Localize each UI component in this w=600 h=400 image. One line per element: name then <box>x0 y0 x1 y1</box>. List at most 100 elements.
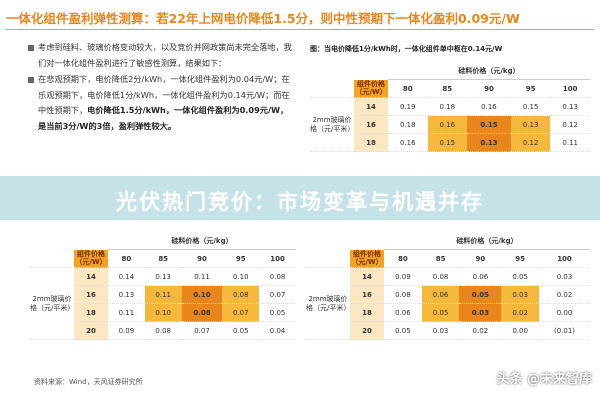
row-label: 14 <box>74 267 108 286</box>
blank <box>350 232 384 250</box>
cell: 0.11 <box>181 267 223 286</box>
column-row: 组件价格（元/W） 80 85 90 95 100 <box>310 79 590 98</box>
cell: 0.02 <box>459 321 502 340</box>
row-label: 18 <box>350 303 384 322</box>
cell: 0.05 <box>501 267 540 286</box>
column-label: 90 <box>181 249 223 268</box>
row-group-label: 2mm玻璃价格（元/平米） <box>306 267 350 340</box>
cell: 0.18 <box>427 97 468 116</box>
cell: 0.11 <box>144 285 182 304</box>
cell: 0.15 <box>510 97 551 116</box>
corner: 组件价格（元/W） <box>74 249 108 268</box>
blank <box>30 232 74 250</box>
cell: 0.05 <box>222 321 260 340</box>
cell: (0.01) <box>539 321 590 340</box>
cell: 0.18 <box>388 115 428 134</box>
row-label: 16 <box>350 285 384 304</box>
cell: 0.13 <box>510 115 551 134</box>
column-label: 90 <box>467 79 511 98</box>
cell: 0.06 <box>421 285 460 304</box>
col-group-header: 硅料价格（元/kg） <box>388 62 590 80</box>
blank <box>354 62 388 80</box>
sensitivity-table: 硅料价格（元/kg） 组件价格（元/W） 80 85 90 95 100 2mm玻璃价格（元/… <box>310 62 590 152</box>
data-row: 2mm玻璃价格（元/平米） 14 0.14 0.13 0.11 0.10 0.08 <box>30 267 296 340</box>
column-label: 95 <box>222 249 260 268</box>
cell: 0.03 <box>539 267 590 286</box>
blank <box>74 232 108 250</box>
row-group-label: 2mm玻璃价格（元/平米） <box>310 97 354 152</box>
cell: 0.05 <box>384 321 422 340</box>
slide-title: 一体化组件盈利弹性测算：若22年上网电价降低1.5分，则中性预期下一体化盈利0.… <box>6 11 520 26</box>
col-group-header: 硅料价格（元/kg） <box>384 232 590 250</box>
cell: 0.06 <box>459 267 502 286</box>
bullet: 考虑到硅料、玻璃价格变动较大，以及竞价并网政策尚未完全落地，我们对一体化组件盈利… <box>28 40 296 71</box>
data-row: 16 0.08 0.06 0.05 0.03 0.02 <box>306 285 590 304</box>
banner-text: 光伏热门竞价：市场变革与机遇并存 <box>116 190 484 214</box>
row-label: 20 <box>74 321 108 340</box>
cell: 0.02 <box>501 303 540 322</box>
blank <box>306 232 350 250</box>
bullet-text: 在悲观预期下，电价降低2分/kWh，一体化组件盈利为0.04元/W；在乐观预期下… <box>38 74 290 115</box>
column-label: 90 <box>459 249 502 268</box>
sensitivity-table: 硅料价格（元/kg） 组件价格（元/W） 80 85 90 95 100 2mm玻璃价格（元/… <box>30 232 296 340</box>
row-label: 20 <box>350 321 384 340</box>
corner: 组件价格（元/W） <box>350 249 384 268</box>
col-group-header: 硅料价格（元/kg） <box>108 232 296 250</box>
cell: 0.02 <box>539 285 590 304</box>
cell: 0.09 <box>384 267 422 286</box>
column-row: 组件价格（元/W） 80 85 90 95 100 <box>30 249 296 268</box>
cell: 0.15 <box>427 133 468 152</box>
corner: 组件价格（元/W） <box>354 79 388 98</box>
column-label: 80 <box>108 249 145 268</box>
cell: 0.00 <box>501 321 540 340</box>
column-row: 组件价格（元/W） 80 85 90 95 100 <box>306 249 590 268</box>
column-label: 80 <box>384 249 422 268</box>
title-rule <box>6 29 594 30</box>
cell: 0.05 <box>259 303 296 322</box>
cell: 0.16 <box>388 133 428 152</box>
cell: 0.11 <box>108 303 145 322</box>
cell: 0.03 <box>459 303 502 322</box>
cell: 0.13 <box>550 97 590 116</box>
cell: 0.19 <box>388 97 428 116</box>
cell: 0.03 <box>421 321 460 340</box>
row-label: 18 <box>354 133 388 152</box>
cell: 0.08 <box>144 321 182 340</box>
data-row: 2mm玻璃价格（元/平米） 14 0.09 0.08 0.06 0.05 0.03 <box>306 267 590 340</box>
column-label: 100 <box>539 249 590 268</box>
blank <box>310 62 354 80</box>
cell: 0.09 <box>108 321 145 340</box>
bullets: 考虑到硅料、玻璃价格变动较大，以及竞价并网政策尚未完全落地，我们对一体化组件盈利… <box>28 40 296 135</box>
row-label: 18 <box>74 303 108 322</box>
cell: 0.08 <box>384 285 422 304</box>
cell: 0.06 <box>384 303 422 322</box>
column-label: 100 <box>259 249 296 268</box>
cell: 0.13 <box>467 133 511 152</box>
column-label: 85 <box>144 249 182 268</box>
column-label: 95 <box>501 249 540 268</box>
data-row: 16 0.13 0.11 0.10 0.08 0.07 <box>30 285 296 304</box>
row-label: 14 <box>350 267 384 286</box>
data-row: 2mm玻璃价格（元/平米） 14 0.19 0.18 0.16 0.15 0.13 <box>310 97 590 152</box>
row-group-label: 2mm玻璃价格（元/平米） <box>30 267 74 340</box>
data-row: 16 0.18 0.16 0.15 0.13 0.12 <box>310 115 590 134</box>
data-row: 18 0.06 0.05 0.03 0.02 0.00 <box>306 303 590 322</box>
cell: 0.10 <box>144 303 182 322</box>
watermark: 头条 @未来智库 <box>496 372 592 387</box>
header-row: 硅料价格（元/kg） <box>306 232 590 250</box>
data-row: 18 0.11 0.10 0.08 0.07 0.05 <box>30 303 296 322</box>
cell: 0.08 <box>222 285 260 304</box>
cell: 0.08 <box>181 303 223 322</box>
cell: 0.12 <box>510 133 551 152</box>
cell: 0.14 <box>108 267 145 286</box>
cell: 0.07 <box>181 321 223 340</box>
column-label: 85 <box>427 79 468 98</box>
blank <box>310 79 354 98</box>
data-row: 18 0.16 0.15 0.13 0.12 0.11 <box>310 133 590 152</box>
cell: 0.11 <box>550 133 590 152</box>
column-label: 100 <box>550 79 590 98</box>
cell: 0.03 <box>501 285 540 304</box>
data-row: 20 0.05 0.03 0.02 0.00 (0.01) <box>306 321 590 340</box>
sensitivity-table: 硅料价格（元/kg） 组件价格（元/W） 80 85 90 95 100 2mm玻璃价格（元/… <box>306 232 590 340</box>
